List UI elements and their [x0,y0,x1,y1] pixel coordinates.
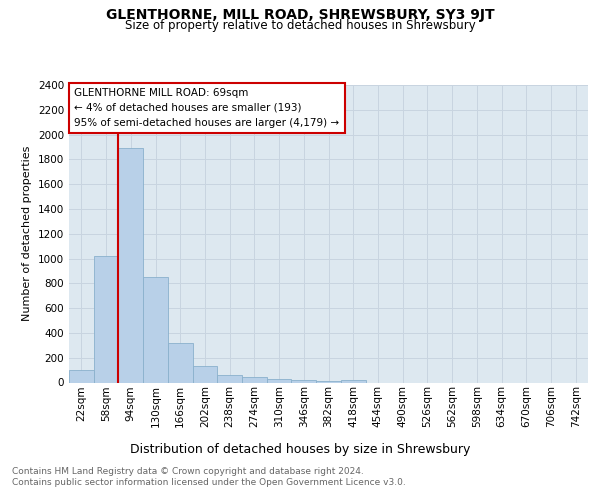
Bar [292,380,316,382]
Bar [217,375,242,382]
Bar [143,276,168,382]
Bar [341,380,365,382]
Text: Contains HM Land Registry data © Crown copyright and database right 2024.
Contai: Contains HM Land Registry data © Crown c… [12,468,406,487]
Text: Size of property relative to detached houses in Shrewsbury: Size of property relative to detached ho… [125,18,475,32]
Bar [193,366,217,382]
Y-axis label: Number of detached properties: Number of detached properties [22,146,32,322]
Bar [118,148,143,382]
Bar [267,379,292,382]
Bar [168,343,193,382]
Bar [94,256,118,382]
Bar [316,380,341,382]
Text: GLENTHORNE, MILL ROAD, SHREWSBURY, SY3 9JT: GLENTHORNE, MILL ROAD, SHREWSBURY, SY3 9… [106,8,494,22]
Text: GLENTHORNE MILL ROAD: 69sqm
← 4% of detached houses are smaller (193)
95% of sem: GLENTHORNE MILL ROAD: 69sqm ← 4% of deta… [74,88,340,128]
Bar [242,377,267,382]
Bar [69,370,94,382]
Text: Distribution of detached houses by size in Shrewsbury: Distribution of detached houses by size … [130,442,470,456]
